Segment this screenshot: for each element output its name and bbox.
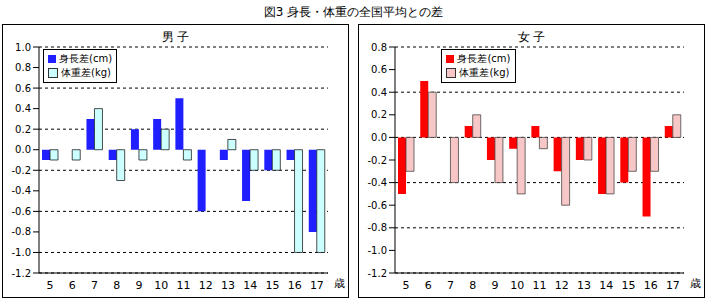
svg-text:-0.8: -0.8 (11, 226, 31, 237)
html-text:体重差(kg): 体重差(kg) (459, 67, 510, 78)
svg-text:-0.4: -0.4 (367, 177, 387, 188)
svg-text:8: 8 (469, 279, 476, 292)
html-text:身長差(cm): 身長差(cm) (457, 53, 511, 64)
svg-text:0.8: 0.8 (371, 42, 387, 53)
svg-text:11: 11 (177, 279, 191, 292)
svg-text:15: 15 (265, 279, 279, 292)
svg-text:0.2: 0.2 (371, 109, 387, 120)
svg-text:0.0: 0.0 (371, 132, 387, 143)
html-text:男 子: 男 子 (161, 30, 190, 44)
html-text:図3 身長・体重の全国平均との差: 図3 身長・体重の全国平均との差 (263, 5, 444, 19)
svg-text:-1.2: -1.2 (11, 268, 31, 279)
svg-text:-0.6: -0.6 (367, 200, 387, 211)
svg-text:14: 14 (599, 279, 613, 292)
svg-text:12: 12 (199, 279, 213, 292)
svg-text:17: 17 (666, 279, 680, 292)
svg-text:-1.0: -1.0 (367, 245, 387, 256)
svg-text:-0.4: -0.4 (11, 185, 31, 196)
svg-text:7: 7 (91, 279, 98, 292)
svg-text:0.6: 0.6 (15, 83, 31, 94)
svg-text:16: 16 (288, 279, 302, 292)
svg-text:0.2: 0.2 (15, 124, 31, 135)
svg-text:13: 13 (577, 279, 591, 292)
html-text:体重差(kg): 体重差(kg) (61, 67, 111, 78)
svg-text:-0.8: -0.8 (367, 222, 387, 233)
svg-text:12: 12 (555, 279, 569, 292)
svg-text:8: 8 (113, 279, 120, 292)
svg-text:13: 13 (221, 279, 235, 292)
svg-text:1.0: 1.0 (15, 42, 31, 53)
svg-text:6: 6 (425, 279, 432, 292)
svg-text:7: 7 (447, 279, 454, 292)
svg-text:6: 6 (69, 279, 76, 292)
svg-text:17: 17 (310, 279, 324, 292)
svg-text:9: 9 (492, 279, 499, 292)
svg-text:5: 5 (403, 279, 410, 292)
svg-text:11: 11 (533, 279, 547, 292)
svg-text:10: 10 (510, 279, 524, 292)
svg-text:-1.0: -1.0 (11, 247, 31, 258)
svg-text:-0.2: -0.2 (11, 165, 31, 176)
svg-text:15: 15 (621, 279, 635, 292)
svg-text:-0.6: -0.6 (11, 206, 31, 217)
svg-text:10: 10 (154, 279, 168, 292)
svg-text:9: 9 (136, 279, 143, 292)
html-text:身長差(cm): 身長差(cm) (59, 53, 112, 64)
svg-text:0.4: 0.4 (15, 103, 31, 114)
svg-text:5: 5 (47, 279, 54, 292)
html-text:歳: 歳 (690, 277, 701, 290)
svg-text:0.6: 0.6 (371, 64, 387, 75)
svg-text:16: 16 (644, 279, 658, 292)
svg-text:-0.2: -0.2 (367, 155, 387, 166)
svg-text:0.0: 0.0 (15, 144, 31, 155)
html-text:女 子: 女 子 (517, 30, 546, 44)
html-text:歳: 歳 (334, 277, 345, 290)
svg-text:-1.2: -1.2 (367, 268, 387, 279)
svg-text:14: 14 (243, 279, 257, 292)
svg-text:0.8: 0.8 (15, 62, 31, 73)
svg-text:0.4: 0.4 (371, 87, 387, 98)
